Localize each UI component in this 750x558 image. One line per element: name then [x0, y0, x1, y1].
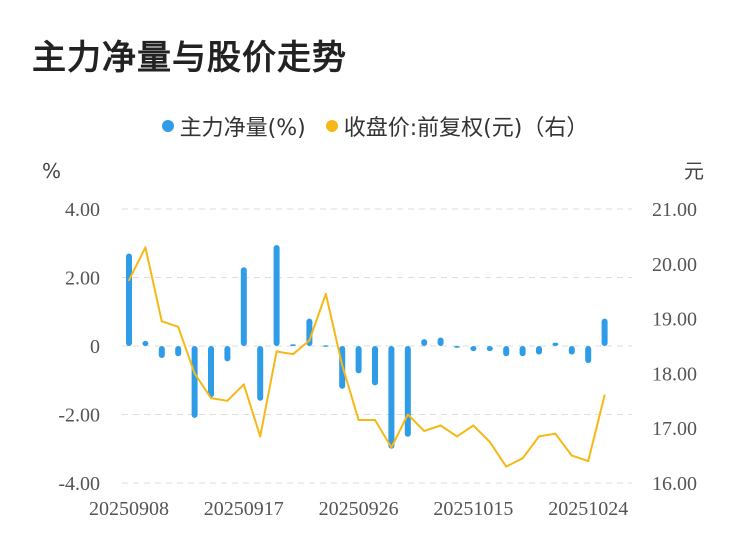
close-price-point [193, 372, 196, 375]
legend: 主力净量(%) 收盘价:前复权(元)（右） [0, 110, 750, 142]
close-price-point [242, 383, 245, 386]
close-price-point [505, 465, 508, 468]
legend-label-net-volume: 主力净量(%) [179, 116, 306, 141]
bar-net-volume [273, 244, 280, 346]
left-tick-label: 4.00 [65, 199, 100, 221]
close-price-point [160, 320, 163, 323]
bar-net-volume [503, 346, 510, 357]
close-price-point [423, 429, 426, 432]
legend-dot-bar-icon [161, 120, 174, 132]
close-price-point [226, 399, 229, 402]
bar-net-volume [437, 337, 444, 346]
x-tick-label: 20250917 [204, 498, 284, 520]
close-price-point [603, 394, 606, 397]
x-tick-label: 20251024 [548, 498, 628, 520]
close-price-point [275, 350, 278, 353]
right-tick-label: 17.00 [652, 418, 697, 440]
bar-net-volume [322, 345, 329, 347]
bar-net-volume [601, 318, 608, 346]
bar-net-volume [404, 346, 411, 437]
close-price-point [357, 418, 360, 421]
right-tick-label: 16.00 [652, 473, 697, 495]
left-axis-unit: % [42, 159, 61, 183]
legend-dot-line-icon [325, 120, 338, 132]
x-tick-label: 20250908 [89, 498, 169, 520]
bar-net-volume [290, 344, 296, 346]
bar-net-volume [585, 346, 592, 364]
close-price-point [570, 454, 573, 457]
right-axis-unit: 元 [684, 159, 704, 183]
bar-net-volume [536, 346, 542, 355]
line-series [128, 246, 606, 468]
close-price-point [144, 246, 147, 249]
close-price-point [128, 279, 130, 282]
close-price-point [210, 397, 212, 400]
bar-net-volume [486, 346, 493, 352]
close-price-point [308, 339, 311, 342]
right-axis-ticks: 21.00 20.00 19.00 18.00 17.00 16.00 [652, 199, 697, 495]
close-price-point [554, 432, 557, 435]
bar-net-volume [568, 346, 575, 355]
close-price-point [292, 353, 294, 356]
left-tick-label: 0 [90, 336, 100, 358]
bar-net-volume [175, 346, 182, 357]
close-price-point [488, 440, 491, 443]
legend-item-net-volume[interactable]: 主力净量(%) [161, 110, 306, 142]
left-tick-label: -2.00 [58, 405, 100, 427]
right-tick-label: 20.00 [652, 254, 697, 276]
bar-net-volume [240, 267, 247, 346]
close-price-point [538, 435, 540, 438]
left-tick-label: -4.00 [58, 473, 100, 495]
close-price-point [406, 413, 409, 416]
bar-net-volume [519, 346, 526, 357]
bar-net-volume [126, 253, 132, 346]
bar-net-volume [470, 346, 477, 352]
bar-net-volume [257, 346, 264, 401]
close-price-point [341, 364, 344, 367]
bar-net-volume [158, 346, 165, 358]
bar-net-volume [421, 339, 428, 346]
bar-net-volume [388, 346, 395, 449]
close-price-point [324, 292, 327, 295]
right-tick-label: 19.00 [652, 309, 697, 331]
bar-net-volume [454, 346, 460, 348]
x-tick-label: 20251015 [433, 498, 513, 520]
legend-item-close-price[interactable]: 收盘价:前复权(元)（右） [325, 110, 589, 142]
close-price-point [587, 460, 590, 463]
close-price-point [521, 457, 524, 460]
bar-net-volume [142, 340, 149, 346]
left-tick-label: 2.00 [65, 268, 100, 290]
right-tick-label: 21.00 [652, 199, 697, 221]
close-price-point [439, 424, 442, 427]
close-price-point [259, 435, 262, 438]
close-price-point [390, 446, 393, 449]
bar-net-volume [372, 346, 378, 386]
close-price-point [472, 424, 475, 427]
x-axis-ticks: 20250908 20250917 20250926 20251015 20251024 [89, 498, 628, 520]
bar-net-volume [224, 346, 231, 362]
bar-series [126, 244, 608, 449]
grid-layer [122, 208, 632, 484]
close-price-point [177, 325, 180, 328]
bar-net-volume [191, 346, 198, 418]
left-axis-ticks: 4.00 2.00 0 -2.00 -4.00 [58, 199, 100, 495]
bar-net-volume [355, 346, 362, 374]
close-price-point [456, 435, 458, 438]
x-tick-label: 20250926 [319, 498, 399, 520]
right-tick-label: 18.00 [652, 363, 697, 385]
bar-net-volume [208, 346, 214, 398]
close-price-line [128, 246, 606, 468]
legend-label-close-price: 收盘价:前复权(元)（右） [343, 116, 589, 141]
bar-net-volume [552, 342, 559, 346]
close-price-point [374, 418, 376, 421]
chart-title: 主力净量与股价走势 [32, 38, 347, 78]
